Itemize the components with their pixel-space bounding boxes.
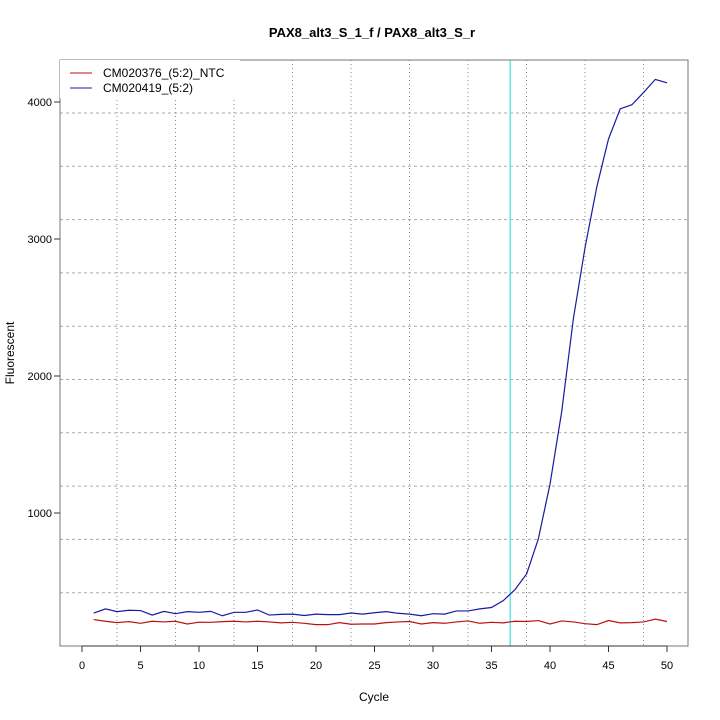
y-tick-label: 1000 xyxy=(28,508,52,520)
legend-label-ntc: CM020376_(5:2)_NTC xyxy=(103,66,225,80)
x-tick-label: 10 xyxy=(193,660,205,672)
legend-box xyxy=(60,60,240,98)
x-tick-label: 50 xyxy=(661,660,673,672)
y-tick-label: 3000 xyxy=(28,234,52,246)
y-axis: 1000 2000 3000 4000 xyxy=(28,97,60,520)
y-tick-label: 2000 xyxy=(28,371,52,383)
x-tick-label: 15 xyxy=(251,660,263,672)
x-tick-label: 0 xyxy=(79,660,85,672)
plot-frame xyxy=(59,59,689,647)
series-line-0 xyxy=(93,618,668,626)
y-axis-label: Fluorescent xyxy=(3,321,17,384)
x-axis-label: Cycle xyxy=(359,690,389,704)
x-axis: 0 5 10 15 20 25 30 35 40 45 50 xyxy=(79,645,673,672)
x-tick-label: 30 xyxy=(427,660,439,672)
x-tick-label: 40 xyxy=(544,660,556,672)
legend-label-sample: CM020419_(5:2) xyxy=(103,81,193,95)
series-lines xyxy=(93,78,668,626)
x-tick-label: 20 xyxy=(310,660,322,672)
x-tick-label: 35 xyxy=(485,660,497,672)
x-tick-label: 45 xyxy=(602,660,614,672)
legend: CM020376_(5:2)_NTC CM020419_(5:2) xyxy=(60,60,240,98)
y-tick-label: 4000 xyxy=(28,97,52,109)
grid xyxy=(60,60,688,646)
series-line-1 xyxy=(93,78,668,617)
x-tick-label: 5 xyxy=(137,660,143,672)
x-tick-label: 25 xyxy=(368,660,380,672)
chart-title: PAX8_alt3_S_1_f / PAX8_alt3_S_r xyxy=(269,25,475,40)
